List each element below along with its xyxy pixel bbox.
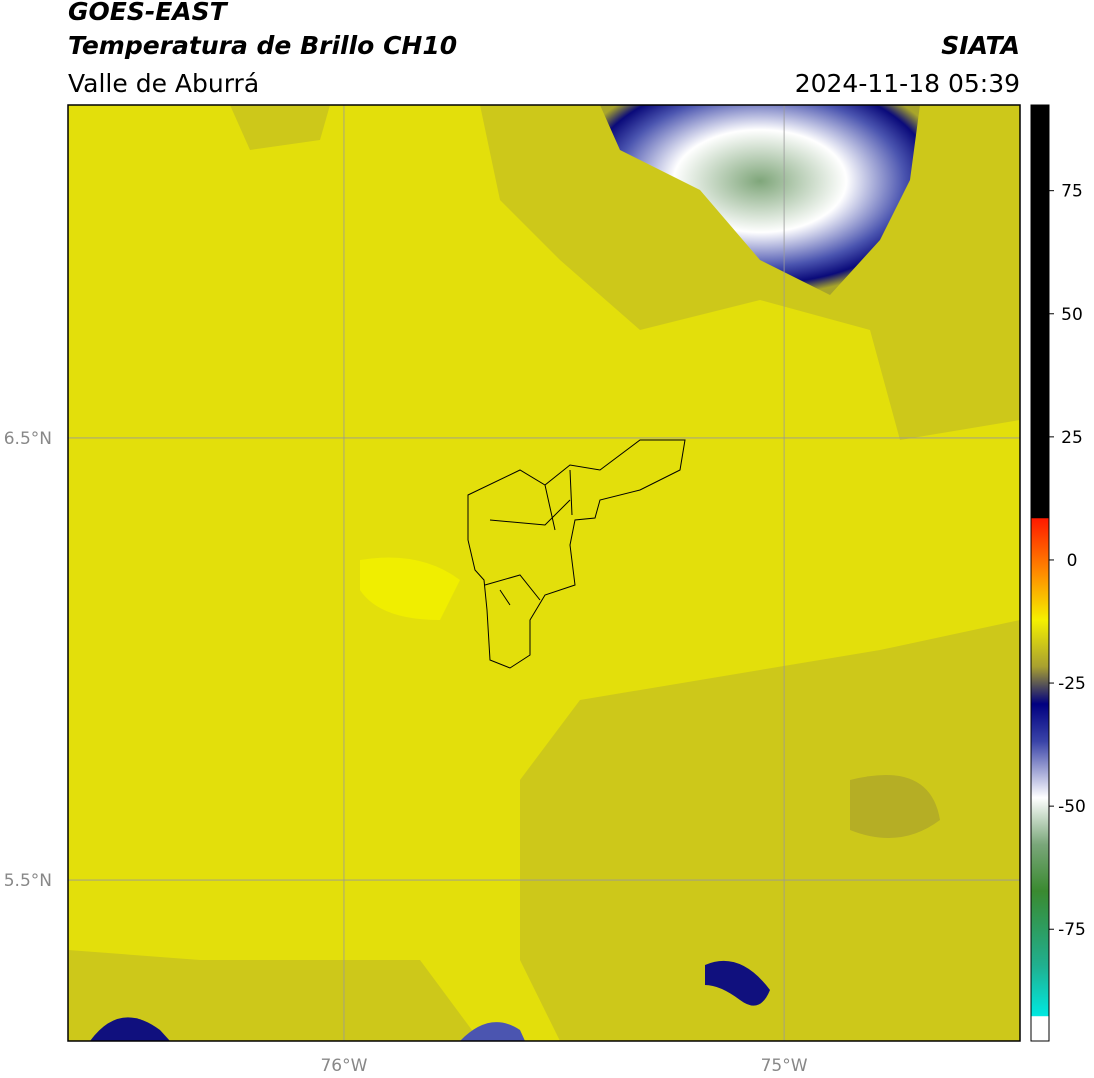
title: GOES-EAST	[68, 0, 229, 26]
map-field	[68, 105, 1020, 1041]
colorbar-tick-label: -75	[1058, 920, 1086, 940]
x-tick-label: 76°W	[320, 1056, 367, 1076]
source: SIATA	[941, 31, 1020, 60]
datetime: 2024-11-18 05:39	[795, 69, 1020, 98]
colorbar-tick-label: 50	[1061, 305, 1083, 325]
y-tick-label: 6.5°N	[4, 429, 52, 449]
y-tick-label: 5.5°N	[4, 871, 52, 891]
colorbar-tick-label: -50	[1058, 797, 1086, 817]
graticule	[68, 105, 1020, 1041]
colorbar-tick-label: -25	[1058, 674, 1086, 694]
subtitle: Temperatura de Brillo CH10	[68, 31, 457, 60]
map-frame	[67, 104, 1021, 1042]
region: Valle de Aburrá	[68, 69, 259, 98]
colorbar-tick-label: 0	[1067, 551, 1078, 571]
colorbar-tick-label: 75	[1061, 182, 1083, 202]
x-tick-label: 75°W	[761, 1056, 808, 1076]
colorbar	[1030, 104, 1050, 1042]
colorbar-tick-label: 25	[1061, 428, 1083, 448]
